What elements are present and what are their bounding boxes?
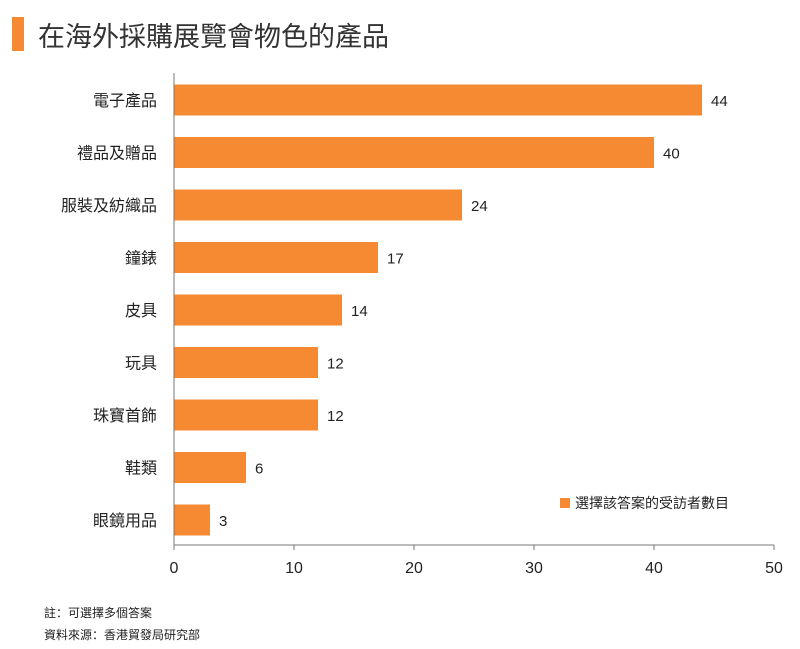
bar <box>174 242 378 273</box>
x-tick-label: 20 <box>405 560 423 577</box>
x-tick-label: 50 <box>765 560 783 577</box>
bar <box>174 347 318 378</box>
bar-value-label: 17 <box>387 251 404 268</box>
category-label: 眼鏡用品 <box>93 511 157 530</box>
category-label: 鐘錶 <box>125 249 157 268</box>
bar-value-label: 6 <box>255 461 263 478</box>
x-tick-label: 0 <box>170 560 179 577</box>
bar-value-label: 12 <box>327 408 344 425</box>
chart-title: 在海外採購展覽會物色的產品 <box>38 21 389 53</box>
bar-value-label: 44 <box>711 93 728 110</box>
bar-value-label: 24 <box>471 198 488 215</box>
bar-value-label: 3 <box>219 513 227 530</box>
bar <box>174 399 318 431</box>
category-label: 服裝及紡織品 <box>61 196 157 215</box>
category-label: 電子產品 <box>93 91 157 110</box>
category-label: 珠寶首飾 <box>93 406 157 425</box>
bar <box>174 452 246 483</box>
footnotes: 註：可選擇多個答案 資料來源：香港貿發局研究部 <box>44 602 200 646</box>
bar-chart: 電子產品 44 禮品及贈品 40 服裝及紡織品 24 鐘錶 17 皮具 14 玩具 12 珠寶首飾 12 鞋… <box>61 73 783 577</box>
bar-value-label: 14 <box>351 303 368 320</box>
bar <box>174 137 654 168</box>
bar-value-label: 12 <box>327 356 344 373</box>
title-accent-bar <box>12 17 24 51</box>
chart-title-block: 在海外採購展覽會物色的產品 <box>12 14 389 54</box>
bar <box>174 84 702 116</box>
x-tick-label: 10 <box>285 560 303 577</box>
bar <box>174 189 462 221</box>
x-tick-label: 40 <box>645 560 663 577</box>
category-label: 皮具 <box>125 301 157 320</box>
bar <box>174 294 342 326</box>
legend-label: 選擇該答案的受訪者數目 <box>575 495 729 512</box>
legend-swatch <box>560 498 570 508</box>
bar <box>174 504 210 536</box>
category-label: 鞋類 <box>125 459 157 478</box>
footnote-source: 資料來源：香港貿發局研究部 <box>44 628 201 642</box>
bar-value-label: 40 <box>663 146 680 163</box>
category-label: 禮品及贈品 <box>77 144 157 163</box>
category-label: 玩具 <box>125 354 157 373</box>
footnote-multiple-answers: 註：可選擇多個答案 <box>44 606 153 620</box>
x-tick-label: 30 <box>525 560 543 577</box>
